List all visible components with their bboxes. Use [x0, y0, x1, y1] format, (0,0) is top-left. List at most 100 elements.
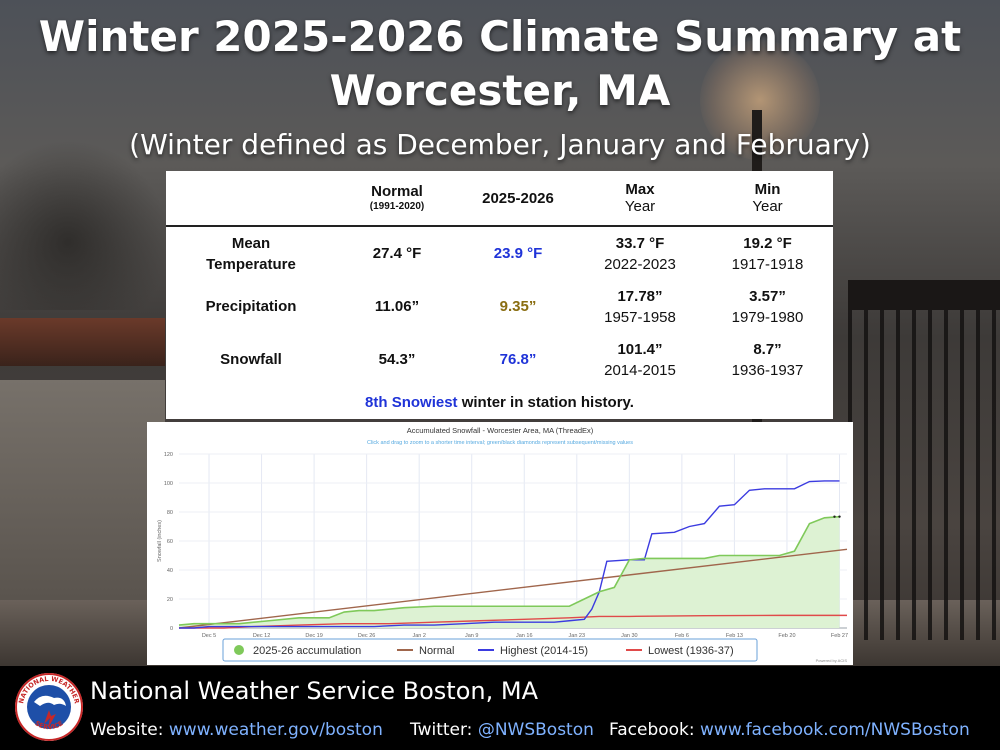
twitter-link[interactable]: @NWSBoston: [477, 720, 594, 740]
cell-current: 23.9 °F: [493, 245, 543, 262]
organization-name: National Weather Service Boston, MA: [90, 677, 538, 705]
table-row-temperature: Mean Temperature 27.4 °F 23.9 °F 33.7 °F…: [166, 226, 833, 280]
y-tick-label: 100: [164, 481, 173, 487]
cell-min-value: 8.7”: [753, 340, 782, 358]
background-trees: [0, 140, 170, 310]
cell-min-value: 3.57”: [749, 287, 786, 305]
cell-max-year: 1957-1958: [604, 308, 676, 326]
facebook-link[interactable]: www.facebook.com/NWSBoston: [700, 720, 970, 740]
header-min: Min Year: [702, 171, 833, 226]
header-max: Max Year: [578, 171, 702, 226]
header-current: 2025-2026: [482, 189, 554, 207]
footnote-text: winter in station history.: [457, 394, 634, 411]
accumulation-area: [179, 516, 840, 628]
x-tick-label: Dec 19: [305, 633, 322, 639]
page-title: Winter 2025-2026 Climate Summary at Worc…: [0, 10, 1000, 118]
x-tick-label: Jan 16: [516, 633, 533, 639]
series-line-0: [178, 515, 840, 626]
website-contact: Website: www.weather.gov/boston: [90, 719, 383, 741]
y-tick-label: 120: [164, 452, 173, 458]
cell-max: 33.7 °F 2022-2023: [578, 226, 702, 280]
nws-logo-bolt: [44, 710, 56, 728]
table-row-snowfall: Snowfall 54.3” 76.8” 101.4” 2014-2015 8.…: [166, 333, 833, 386]
climate-summary-table: Normal (1991-2020) 2025-2026 Max Year Mi…: [166, 171, 833, 419]
series-end-marker: [838, 515, 841, 518]
y-tick-label: 20: [167, 597, 173, 603]
cell-max: 17.78” 1957-1958: [578, 280, 702, 333]
background-fence-top: [848, 280, 1000, 310]
cell-normal: 54.3”: [378, 351, 416, 368]
cell-min-year: 1917-1918: [731, 255, 804, 273]
x-tick-label: Dec 12: [253, 633, 270, 639]
row-label: Mean Temperature: [166, 226, 336, 280]
header-max-line1: Max: [625, 181, 655, 198]
x-tick-label: Jan 2: [412, 633, 425, 639]
background-wall: [0, 380, 165, 600]
y-tick-label: 60: [167, 539, 173, 545]
row-label-line2: Temperature: [206, 255, 296, 273]
row-label: Snowfall: [220, 351, 282, 368]
table-header-row: Normal (1991-2020) 2025-2026 Max Year Mi…: [166, 171, 833, 226]
cell-min-value: 19.2 °F: [743, 234, 792, 252]
cell-min-year: 1936-1937: [731, 361, 804, 379]
legend-label-0: 2025-26 accumulation: [253, 645, 361, 657]
website-label: Website:: [90, 720, 164, 740]
legend-label-1: Normal: [419, 645, 454, 657]
x-tick-label: Jan 30: [621, 633, 638, 639]
cell-normal: 11.06”: [374, 298, 420, 315]
chart-title: Accumulated Snowfall - Worcester Area, M…: [407, 426, 594, 435]
cell-max-value: 101.4”: [617, 340, 663, 358]
snowfall-chart-svg[interactable]: Accumulated Snowfall - Worcester Area, M…: [147, 422, 853, 665]
y-tick-label: 0: [170, 626, 173, 632]
chart-subtitle: Click and drag to zoom to a shorter time…: [367, 440, 633, 446]
x-tick-label: Feb 6: [675, 633, 689, 639]
y-tick-label: 80: [167, 510, 173, 516]
facebook-contact: Facebook: www.facebook.com/NWSBoston: [609, 719, 970, 741]
series-line-2: [179, 480, 840, 629]
x-tick-label: Feb 13: [726, 633, 743, 639]
nws-logo: NATIONAL WEATHER SERVICE: [15, 673, 83, 741]
snowiest-footnote: 8th Snowiest winter in station history.: [166, 394, 833, 411]
legend-label-2: Highest (2014-15): [500, 645, 588, 657]
background-fence: [848, 280, 1000, 640]
cell-max: 101.4” 2014-2015: [578, 333, 702, 386]
cell-min: 8.7” 1936-1937: [702, 333, 833, 386]
cell-max-year: 2014-2015: [604, 361, 676, 379]
row-label: Precipitation: [205, 298, 297, 315]
cell-normal: 27.4 °F: [372, 245, 422, 262]
header-max-line2: Year: [624, 198, 656, 215]
twitter-label: Twitter:: [410, 720, 473, 740]
snowfall-chart[interactable]: Accumulated Snowfall - Worcester Area, M…: [147, 422, 853, 665]
x-tick-label: Feb 27: [831, 633, 848, 639]
x-tick-label: Jan 23: [569, 633, 586, 639]
nws-logo-text-bottom: SERVICE: [33, 719, 64, 731]
nws-logo-ring: [15, 673, 83, 741]
header-min-line2: Year: [752, 198, 783, 215]
y-axis-label: Snowfall (inches): [157, 520, 163, 562]
footnote-highlight: 8th Snowiest: [365, 394, 458, 411]
title-line-2: Worcester, MA: [329, 66, 671, 115]
y-tick-label: 40: [167, 568, 173, 574]
nws-logo-inner: [27, 685, 71, 729]
cell-max-year: 2022-2023: [604, 255, 676, 273]
title-line-1: Winter 2025-2026 Climate Summary at: [38, 12, 962, 61]
cell-min-year: 1979-1980: [731, 308, 804, 326]
cell-max-value: 17.78”: [617, 287, 663, 305]
header-normal-label: Normal: [371, 182, 423, 200]
page-subtitle: (Winter defined as December, January and…: [129, 128, 871, 161]
header-normal: Normal (1991-2020): [336, 171, 458, 226]
x-tick-label: Feb 20: [778, 633, 795, 639]
row-label-line1: Mean: [231, 234, 271, 252]
table-row-precipitation: Precipitation 11.06” 9.35” 17.78” 1957-1…: [166, 280, 833, 333]
legend-marker-0: [234, 645, 244, 655]
website-link[interactable]: www.weather.gov/boston: [168, 720, 383, 740]
facebook-label: Facebook:: [609, 720, 695, 740]
x-tick-label: Dec 26: [358, 633, 375, 639]
x-tick-label: Jan 9: [465, 633, 478, 639]
header-empty: [166, 171, 336, 226]
cell-current: 76.8”: [499, 351, 537, 368]
x-tick-label: Dec 5: [202, 633, 216, 639]
series-line-1: [178, 548, 848, 629]
footer-bar: [0, 666, 1000, 750]
cell-min: 19.2 °F 1917-1918: [702, 226, 833, 280]
